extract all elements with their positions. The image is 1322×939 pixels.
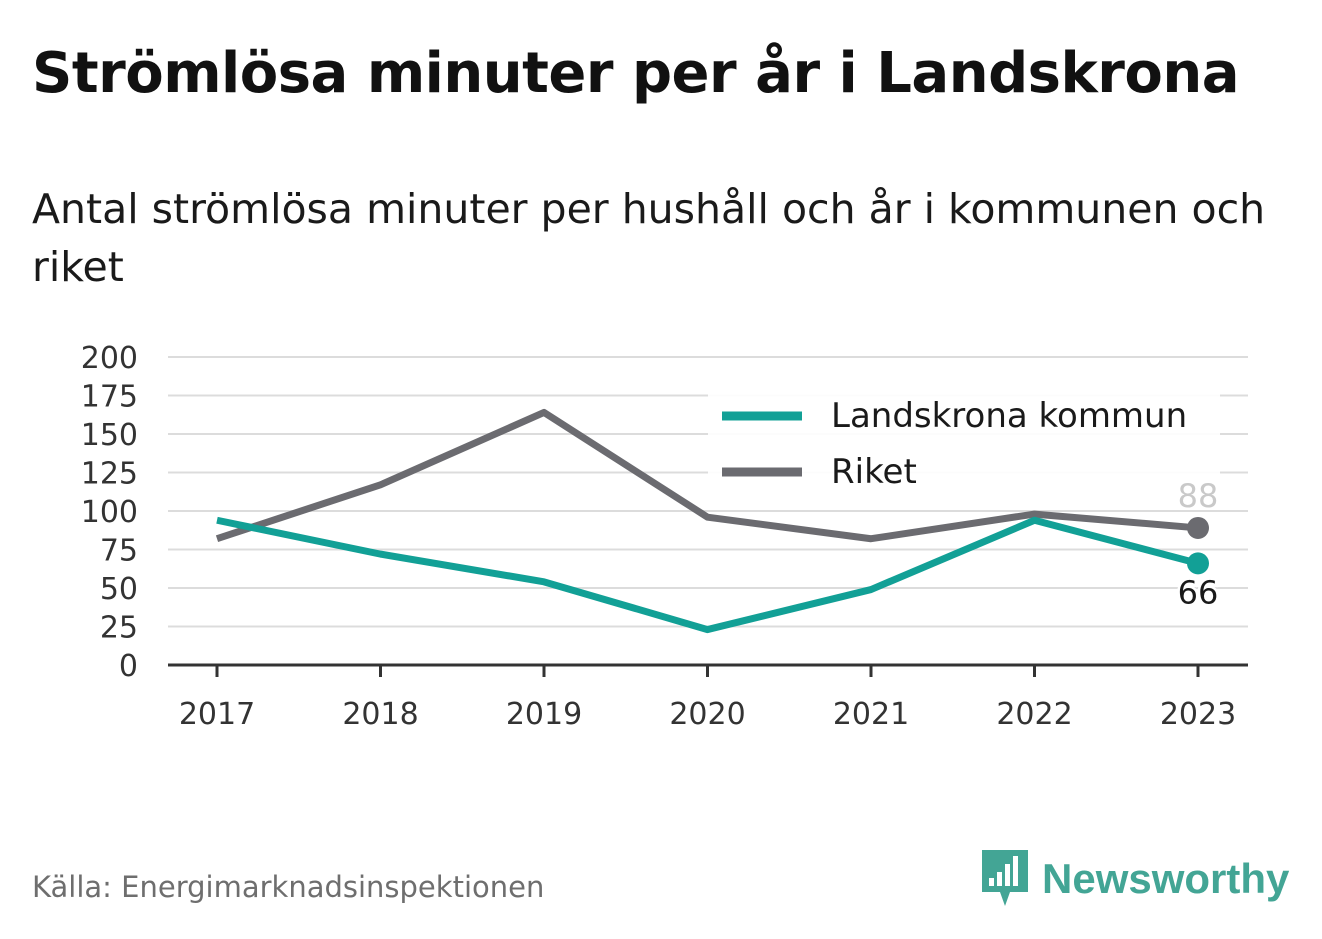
x-tick-label: 2017 [179,697,255,732]
legend-background [708,388,1220,506]
newsworthy-logo: Newsworthy [980,848,1289,910]
y-tick-label: 125 [81,457,138,492]
series-lines [215,408,1209,634]
x-tick-label: 2018 [342,697,418,732]
y-tick-label: 100 [81,495,138,530]
x-tick-label: 2022 [996,697,1072,732]
x-tick-label: 2023 [1160,697,1236,732]
end-marker-riket [1187,516,1209,539]
newsworthy-logo-text: Newsworthy [1042,855,1290,902]
y-tick-label: 150 [81,418,138,453]
end-label-landskrona: 66 [1178,573,1219,611]
source-note: Källa: Energimarknadsinspektionen [32,870,545,904]
end-marker-landskrona [1187,552,1209,575]
series-line-landskrona [216,516,1199,634]
y-tick-label: 175 [81,380,138,415]
legend-label-landskrona: Landskrona kommun [831,396,1187,436]
end-label-riket: 88 [1178,477,1219,515]
x-tick-label: 2021 [833,697,909,732]
y-tick-label: 50 [100,572,138,607]
x-tick-label: 2020 [669,697,745,732]
chart-subtitle: Antal strömlösa minuter per hushåll och … [32,185,1266,291]
chart-title: Strömlösa minuter per år i Landskrona [32,41,1240,106]
y-tick-label: 75 [100,534,138,569]
x-axis: 2017 2018 2019 2020 2021 2022 2023 [168,663,1248,732]
series-line-riket [215,408,1199,543]
y-tick-label: 200 [81,341,138,376]
y-tick-label: 25 [100,611,138,646]
end-labels: 66 88 [1175,474,1221,613]
y-tick-label: 0 [119,649,138,684]
legend: Landskrona kommun Riket [708,388,1220,506]
legend-label-riket: Riket [831,452,917,492]
newsworthy-logo-icon [982,850,1028,906]
x-tick-label: 2019 [506,697,582,732]
